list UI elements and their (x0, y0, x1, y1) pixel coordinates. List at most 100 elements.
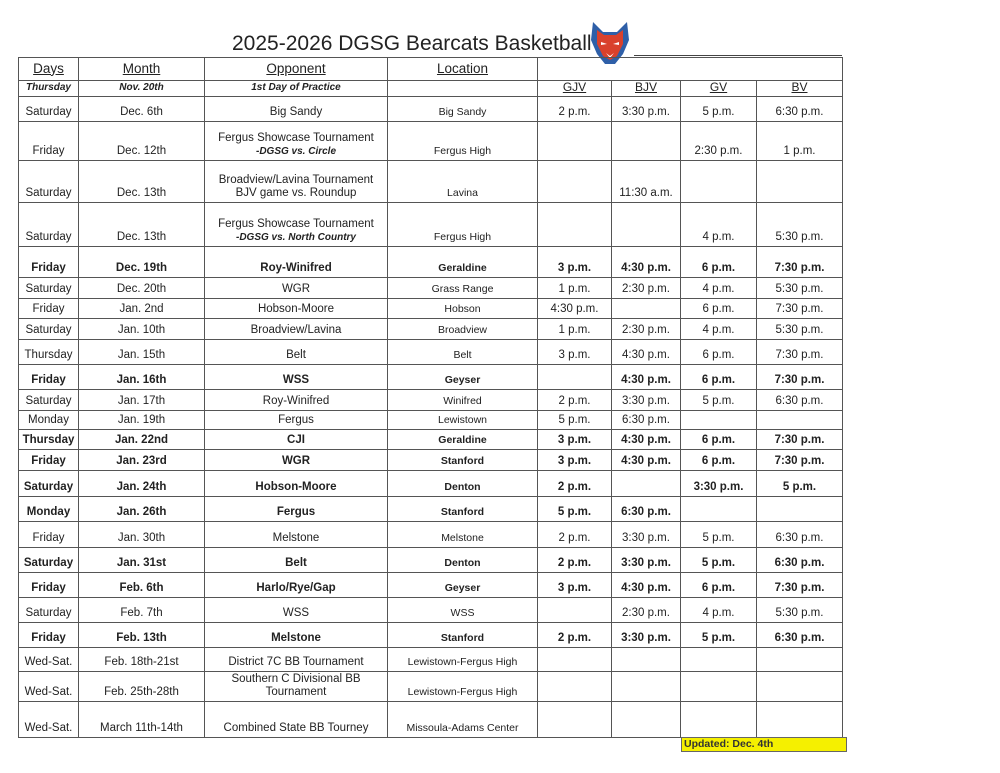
game-row: Saturday Jan. 17th Roy-Winifred Winifred 2 p… (18, 389, 843, 411)
game-time-gv: 6 p.m. (680, 246, 757, 278)
game-time-gv (680, 410, 757, 430)
game-location: Broadview (387, 318, 538, 340)
game-time-bjv (611, 298, 681, 319)
game-row: Friday Dec. 19th Roy-Winifred Geraldine 3 p.… (18, 246, 843, 278)
game-location: Big Sandy (387, 96, 538, 122)
game-opponent: WGR (204, 277, 388, 299)
game-date: Feb. 25th-28th (78, 671, 205, 702)
game-time-bv: 5:30 p.m. (756, 202, 843, 247)
team-label: GJV (562, 80, 587, 94)
game-row: Friday Dec. 12th Fergus Showcase Tournamen… (18, 121, 843, 161)
game-time-gjv: 1 p.m. (537, 277, 612, 299)
game-row: Thursday Jan. 15th Belt Belt 3 p.m. 4:30 p.m.… (18, 339, 843, 365)
game-time-gjv: 3 p.m. (537, 572, 612, 598)
game-time-bjv: 6:30 p.m. (611, 496, 681, 522)
game-date: Jan. 19th (78, 410, 205, 430)
team-label: GV (709, 80, 728, 94)
game-date: Feb. 7th (78, 597, 205, 623)
game-row: Saturday Jan. 10th Broadview/Lavina Broadvi… (18, 318, 843, 340)
game-location: Missoula-Adams Center (387, 701, 538, 738)
opponent-name: Fergus (278, 414, 314, 426)
game-location: Geraldine (387, 246, 538, 278)
game-time-bjv: 4:30 p.m. (611, 572, 681, 598)
game-time-gjv: 4:30 p.m. (537, 298, 612, 319)
game-time-bv: 6:30 p.m. (756, 521, 843, 548)
game-time-bjv (611, 121, 681, 161)
game-time-gjv: 3 p.m. (537, 339, 612, 365)
game-row: Friday Jan. 30th Melstone Melstone 2 p.m. 3:3… (18, 521, 843, 548)
game-date: Jan. 24th (78, 470, 205, 497)
game-time-gjv (537, 671, 612, 702)
game-time-bjv: 4:30 p.m. (611, 429, 681, 450)
game-time-bjv (611, 671, 681, 702)
game-time-gjv (537, 701, 612, 738)
game-day: Saturday (18, 547, 79, 573)
game-time-gv: 4 p.m. (680, 202, 757, 247)
game-time-bv: 1 p.m. (756, 121, 843, 161)
game-date: Jan. 17th (78, 389, 205, 411)
game-time-gjv (537, 160, 612, 203)
game-date: Jan. 15th (78, 339, 205, 365)
game-day: Saturday (18, 597, 79, 623)
game-day: Thursday (18, 429, 79, 450)
game-date: Feb. 13th (78, 622, 205, 648)
team-header-bv: BV (756, 80, 843, 97)
opponent-name: Hobson-Moore (257, 303, 335, 315)
game-time-bv: 6:30 p.m. (756, 96, 843, 122)
game-opponent: Fergus Showcase Tournament -DGSG vs. Nort… (204, 202, 388, 247)
game-time-gjv: 2 p.m. (537, 389, 612, 411)
game-row: Wed-Sat. Feb. 18th-21st District 7C BB Tou… (18, 647, 843, 672)
game-location: Hobson (387, 298, 538, 319)
opponent-name: WGR (281, 283, 311, 295)
game-time-gv: 3:30 p.m. (680, 470, 757, 497)
game-time-bjv: 3:30 p.m. (611, 389, 681, 411)
game-time-gjv: 2 p.m. (537, 470, 612, 497)
game-location: Stanford (387, 449, 538, 471)
game-time-bjv: 3:30 p.m. (611, 96, 681, 122)
practice-location (387, 80, 538, 97)
game-opponent: Fergus (204, 410, 388, 430)
game-time-gjv: 3 p.m. (537, 246, 612, 278)
game-time-gv: 4 p.m. (680, 277, 757, 299)
game-time-bv: 6:30 p.m. (756, 547, 843, 573)
game-time-bv: 7:30 p.m. (756, 572, 843, 598)
game-date: Jan. 2nd (78, 298, 205, 319)
game-date: Jan. 30th (78, 521, 205, 548)
game-date: Dec. 20th (78, 277, 205, 299)
game-time-bjv: 3:30 p.m. (611, 622, 681, 648)
game-day: Friday (18, 449, 79, 471)
game-time-bv (756, 647, 843, 672)
opponent-name: Hobson-Moore (255, 481, 337, 493)
game-day: Friday (18, 622, 79, 648)
team-label: BV (791, 80, 808, 94)
game-date: Dec. 6th (78, 96, 205, 122)
game-day: Monday (18, 496, 79, 522)
game-row: Saturday Dec. 13th Broadview/Lavina Tourna… (18, 160, 843, 203)
game-day: Saturday (18, 160, 79, 203)
game-day: Friday (18, 572, 79, 598)
game-location: Fergus High (387, 121, 538, 161)
game-time-bjv (611, 701, 681, 738)
game-time-gjv (537, 202, 612, 247)
game-time-bjv: 2:30 p.m. (611, 318, 681, 340)
game-time-gjv: 3 p.m. (537, 429, 612, 450)
game-opponent: Hobson-Moore (204, 298, 388, 319)
game-time-bv: 7:30 p.m. (756, 246, 843, 278)
opponent-name: Roy-Winifred (262, 395, 330, 407)
game-date: Dec. 19th (78, 246, 205, 278)
game-time-gv: 5 p.m. (680, 96, 757, 122)
game-time-gv: 6 p.m. (680, 449, 757, 471)
game-day: Thursday (18, 339, 79, 365)
game-time-gjv: 1 p.m. (537, 318, 612, 340)
game-day: Friday (18, 298, 79, 319)
game-day: Wed-Sat. (18, 647, 79, 672)
game-location: Geyser (387, 572, 538, 598)
game-time-gv: 5 p.m. (680, 389, 757, 411)
game-time-bv: 7:30 p.m. (756, 298, 843, 319)
game-opponent: CJI (204, 429, 388, 450)
game-time-bjv: 4:30 p.m. (611, 339, 681, 365)
opponent-name: Fergus (276, 506, 316, 518)
game-time-bjv (611, 647, 681, 672)
game-opponent: Belt (204, 547, 388, 573)
game-time-bjv: 3:30 p.m. (611, 521, 681, 548)
